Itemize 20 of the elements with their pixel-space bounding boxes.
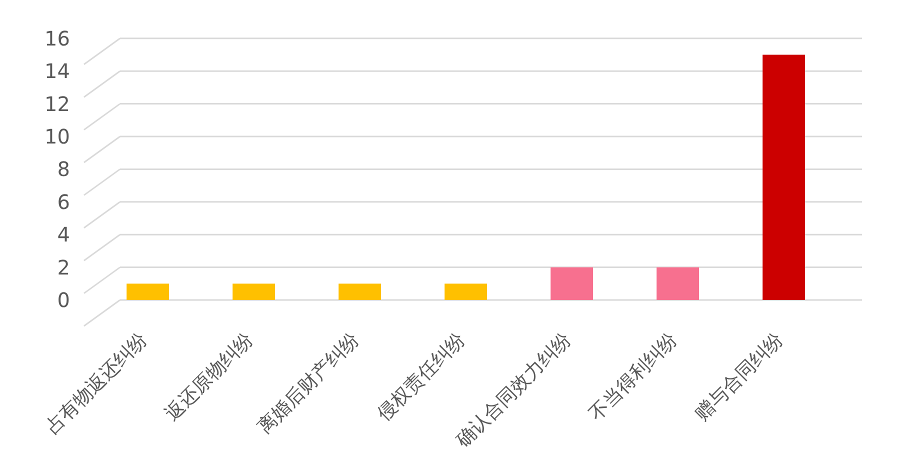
y-tick-label: 6 — [57, 190, 70, 214]
y-tick-label: 16 — [44, 26, 70, 50]
x-tick-label: 赠与合同纠纷 — [691, 328, 788, 425]
y-tick-label: 12 — [44, 92, 70, 116]
bar — [550, 267, 593, 300]
bar — [656, 267, 699, 300]
x-tick-label: 占有物返还纠纷 — [42, 328, 152, 438]
y-tick-label: 0 — [57, 288, 70, 312]
bar — [444, 284, 487, 300]
y-tick-label: 10 — [44, 124, 70, 148]
y-tick-label: 14 — [44, 59, 70, 84]
x-tick-label: 不当得利纠纷 — [585, 328, 682, 425]
x-tick-label: 侵权责任纠纷 — [373, 328, 470, 425]
bar — [126, 284, 169, 300]
bar — [762, 54, 805, 300]
bar — [232, 284, 275, 300]
y-tick-label: 4 — [57, 222, 70, 247]
y-tick-label: 8 — [57, 157, 70, 182]
y-tick-label: 2 — [57, 255, 70, 280]
bar — [338, 284, 381, 300]
